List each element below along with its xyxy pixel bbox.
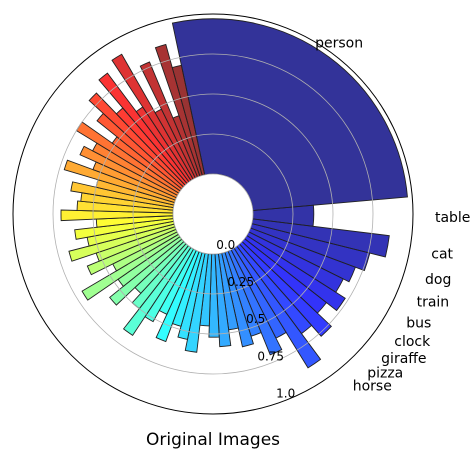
category-label: person [315,36,363,52]
category-label: table [435,210,470,226]
r-tick-label: 1.0 [276,386,295,400]
center-hole [173,174,253,254]
grid-circle [92,93,334,335]
category-label: horse [353,379,392,395]
category-label: cat [431,246,453,262]
category-label: dog [425,272,451,288]
category-label: giraffe [381,351,426,367]
r-tick-label: 0.25 [227,275,254,289]
category-label: clock [394,334,431,350]
r-tick-label: 0.0 [216,238,235,252]
category-label: bus [406,315,431,331]
grid-circle [52,53,374,375]
grid-circle [172,173,254,255]
chart-title: Original Images [146,430,280,450]
grid-circle [132,133,294,295]
r-tick-label: 0.5 [246,312,265,326]
r-tick-label: 0.75 [257,349,284,363]
outer-spine [12,13,414,415]
category-label: pizza [367,366,403,382]
category-label: train [417,295,450,311]
